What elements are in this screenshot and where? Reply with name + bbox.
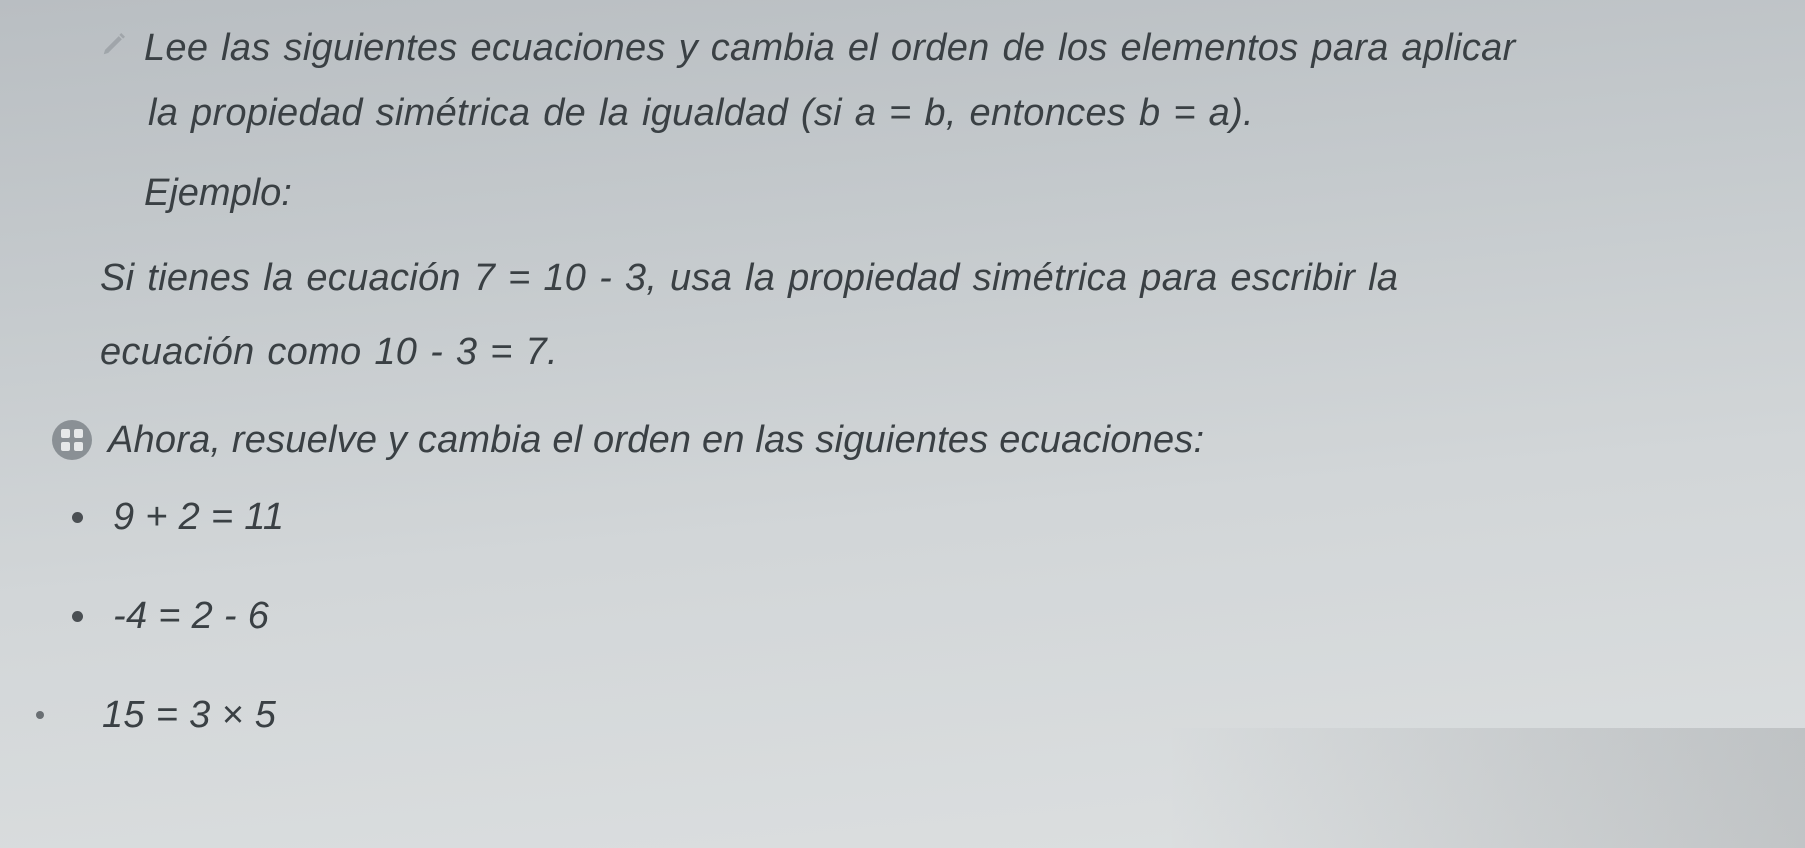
worksheet-page: Lee las siguientes ecuaciones y cambia e… bbox=[0, 0, 1805, 813]
calculator-icon bbox=[52, 420, 92, 460]
example-label: Ejemplo: bbox=[144, 172, 1745, 215]
equation-text: -4 = 2 - 6 bbox=[113, 595, 269, 638]
example-line-2: ecuación como 10 - 3 = 7. bbox=[100, 331, 558, 373]
example-line-1: Si tienes la ecuación 7 = 10 - 3, usa la… bbox=[100, 257, 1398, 299]
instruction-line-2: la propiedad simétrica de la igualdad (s… bbox=[144, 83, 1516, 144]
equation-list: 9 + 2 = 11 -4 = 2 - 6 15 = 3 × 5 bbox=[72, 496, 1745, 737]
instruction-line-1: Lee las siguientes ecuaciones y cambia e… bbox=[144, 27, 1516, 69]
example-block: Si tienes la ecuación 7 = 10 - 3, usa la… bbox=[100, 241, 1745, 389]
solve-prompt-text: Ahora, resuelve y cambia el orden en las… bbox=[108, 419, 1204, 462]
bullet-icon bbox=[36, 711, 44, 719]
bullet-icon bbox=[72, 611, 83, 622]
equation-text: 15 = 3 × 5 bbox=[102, 694, 276, 737]
instruction-text: Lee las siguientes ecuaciones y cambia e… bbox=[144, 18, 1516, 144]
instruction-block: Lee las siguientes ecuaciones y cambia e… bbox=[100, 18, 1745, 144]
list-item: -4 = 2 - 6 bbox=[72, 595, 1745, 638]
solve-prompt-block: Ahora, resuelve y cambia el orden en las… bbox=[52, 419, 1745, 462]
list-item: 9 + 2 = 11 bbox=[72, 496, 1745, 539]
list-item: 15 = 3 × 5 bbox=[72, 694, 1745, 737]
equation-text: 9 + 2 = 11 bbox=[113, 496, 284, 539]
pencil-icon bbox=[100, 28, 130, 58]
bullet-icon bbox=[72, 512, 83, 523]
